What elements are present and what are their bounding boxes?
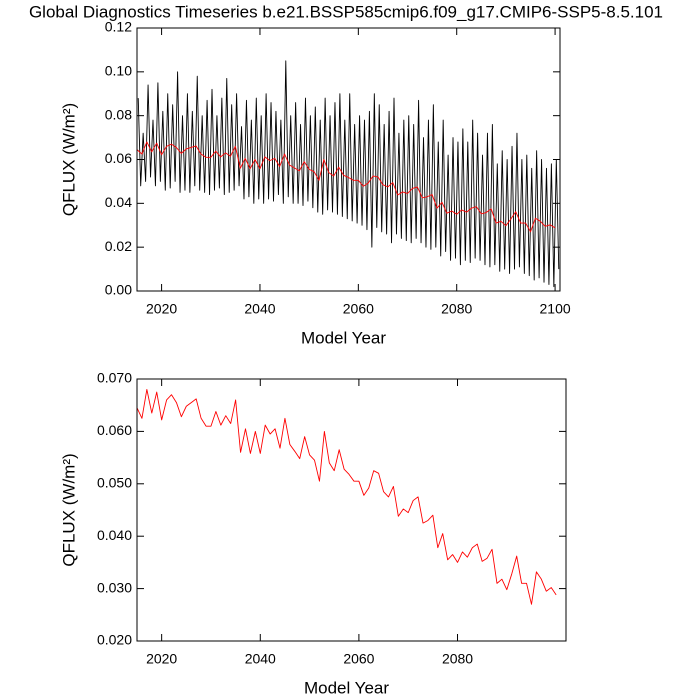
y-tick-label: 0.06	[105, 150, 132, 166]
plot-frame	[136, 378, 567, 642]
y-axis-label: QFLUX (W/m²)	[59, 103, 78, 216]
y-tick-label: 0.10	[105, 63, 132, 79]
y-tick-label: 0.08	[105, 106, 132, 122]
x-tick-label: 2040	[245, 651, 276, 667]
y-tick-label: 0.02	[105, 238, 132, 254]
data-line	[137, 60, 560, 288]
y-tick-label: 0.00	[105, 282, 132, 298]
x-tick-label: 2080	[442, 651, 473, 667]
x-tick-label: 2100	[540, 301, 571, 317]
y-tick-label: 0.030	[97, 579, 132, 595]
x-tick-label: 2060	[343, 301, 374, 317]
x-axis-label: Model Year	[304, 678, 389, 697]
y-tick-label: 0.070	[97, 370, 132, 386]
x-tick-label: 2040	[244, 301, 275, 317]
y-tick-label: 0.040	[97, 527, 132, 543]
y-tick-label: 0.050	[97, 475, 132, 491]
y-tick-label: 0.04	[105, 194, 132, 210]
y-tick-label: 0.060	[97, 422, 132, 438]
x-tick-label: 2060	[343, 651, 374, 667]
x-tick-label: 2020	[146, 301, 177, 317]
data-line	[136, 141, 556, 233]
y-tick-label: 0.020	[97, 632, 132, 648]
y-tick-label: 0.12	[105, 19, 132, 35]
data-line	[136, 389, 557, 605]
y-axis-label: QFLUX (W/m²)	[59, 453, 78, 566]
chart-title: Global Diagnostics Timeseries b.e21.BSSP…	[29, 2, 663, 21]
x-tick-label: 2020	[146, 651, 177, 667]
x-axis-label: Model Year	[301, 328, 386, 347]
x-tick-label: 2080	[441, 301, 472, 317]
